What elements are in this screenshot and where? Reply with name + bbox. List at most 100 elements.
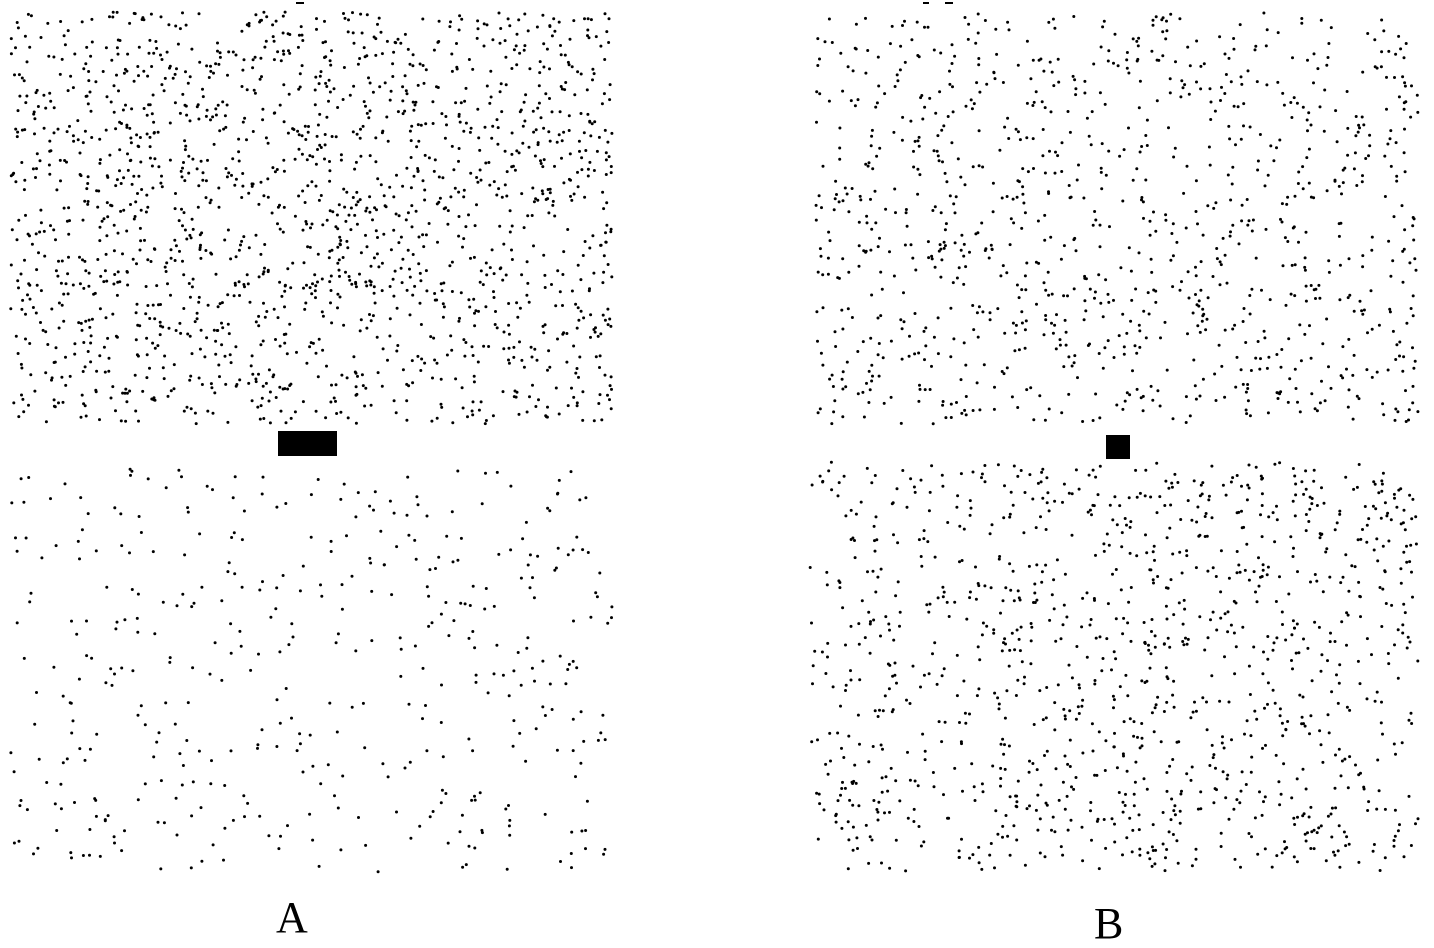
- dot: [526, 563, 530, 567]
- dot: [1333, 786, 1337, 790]
- dot: [1397, 95, 1401, 99]
- dot: [1381, 471, 1385, 475]
- dot: [581, 390, 585, 394]
- dot: [1267, 355, 1271, 359]
- dot: [407, 702, 411, 706]
- dot: [1354, 134, 1358, 138]
- dot: [68, 219, 71, 223]
- dot: [218, 129, 222, 133]
- dot: [475, 36, 479, 40]
- dot: [149, 12, 153, 16]
- dot: [175, 67, 178, 71]
- dot: [1279, 217, 1282, 221]
- dot: [864, 71, 868, 75]
- dot: [839, 704, 842, 708]
- dot: [1262, 800, 1265, 804]
- dot: [145, 113, 149, 117]
- dot: [844, 514, 848, 518]
- dot: [841, 257, 845, 261]
- dot: [518, 51, 522, 55]
- dot: [291, 261, 295, 265]
- dot: [582, 316, 586, 320]
- dot: [922, 329, 926, 333]
- dot: [456, 469, 460, 473]
- dot: [282, 120, 286, 124]
- dot: [865, 466, 869, 470]
- dot: [1220, 364, 1224, 368]
- dot: [173, 101, 177, 105]
- dot: [32, 110, 36, 114]
- dot: [419, 369, 423, 372]
- dot: [145, 132, 149, 136]
- dot: [1043, 171, 1047, 175]
- dot: [249, 668, 253, 672]
- dot: [1148, 857, 1152, 861]
- dot: [603, 847, 607, 851]
- dot: [145, 336, 149, 340]
- dot: [373, 206, 377, 210]
- dot: [1218, 35, 1222, 39]
- dot: [314, 351, 318, 355]
- dot: [1293, 194, 1297, 198]
- dot: [257, 202, 261, 206]
- dot: [1068, 738, 1072, 742]
- dot: [1291, 555, 1295, 558]
- dot: [362, 46, 366, 50]
- dot: [898, 799, 902, 803]
- dot: [1165, 368, 1169, 372]
- dot: [553, 164, 556, 168]
- dot: [918, 383, 921, 387]
- dot: [876, 575, 880, 579]
- dot: [308, 154, 312, 158]
- dot: [522, 100, 526, 104]
- dot: [275, 698, 279, 702]
- dot: [862, 249, 866, 253]
- dot: [1092, 597, 1096, 600]
- dot: [438, 196, 442, 200]
- dot: [154, 40, 158, 43]
- dot: [228, 353, 232, 357]
- dot: [272, 58, 276, 62]
- dot: [305, 361, 309, 365]
- dot: [962, 527, 966, 531]
- dot: [980, 782, 984, 786]
- dot: [1165, 19, 1168, 23]
- dot: [1271, 511, 1275, 515]
- dot: [1122, 148, 1126, 152]
- dot: [105, 234, 109, 238]
- dot: [86, 182, 90, 185]
- dot: [1312, 288, 1316, 292]
- dot: [209, 782, 213, 786]
- dot: [187, 282, 191, 285]
- dot: [1264, 227, 1268, 231]
- dot: [492, 272, 496, 276]
- dot: [1154, 229, 1158, 233]
- dot: [1244, 341, 1248, 344]
- dot: [84, 319, 88, 323]
- dot: [1396, 410, 1400, 414]
- dot: [1144, 134, 1148, 137]
- dot: [464, 863, 468, 867]
- dot: [1357, 580, 1361, 584]
- dot: [458, 316, 461, 320]
- dot: [1053, 323, 1057, 327]
- dot: [1067, 663, 1071, 667]
- dot: [854, 512, 858, 516]
- dot: [364, 233, 367, 237]
- dot: [1240, 770, 1244, 774]
- dot: [1345, 835, 1349, 839]
- dot: [602, 852, 606, 856]
- dot: [23, 128, 27, 132]
- dot: [356, 200, 360, 204]
- dot: [73, 342, 77, 346]
- dot: [564, 81, 568, 84]
- dot: [114, 409, 117, 413]
- dot: [830, 422, 834, 426]
- dot: [550, 708, 554, 711]
- dot: [139, 531, 143, 534]
- dot: [880, 861, 883, 865]
- dot: [1227, 124, 1231, 128]
- dot: [1141, 409, 1145, 413]
- dot: [1029, 386, 1033, 390]
- dot: [418, 62, 422, 66]
